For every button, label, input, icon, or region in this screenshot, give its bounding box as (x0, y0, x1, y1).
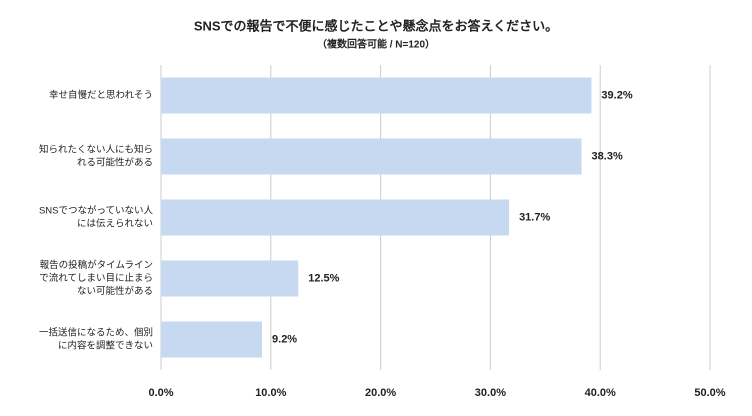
value-label: 31.7% (519, 211, 550, 223)
y-tick-label: SNSでつながっていない人 (39, 205, 154, 217)
x-tick-label: 0.0% (148, 387, 173, 399)
bar (161, 77, 592, 114)
x-tick-label: 30.0% (475, 387, 506, 399)
chart-subtitle: （複数回答可能 / N=120） (317, 38, 435, 51)
bar (161, 138, 582, 175)
bar (161, 321, 263, 358)
y-tick-label: 知られたくない人にも知ら (39, 144, 153, 156)
y-tick-label: 報告の投稿がタイムライン (40, 259, 153, 271)
y-tick-label: で流れてしまい目に止まら (39, 272, 153, 284)
bar (161, 199, 510, 236)
chart-title: SNSでの報告で不便に感じたことや懸念点をお答えください。 (194, 18, 558, 33)
y-tick-label: ない可能性がある (77, 285, 153, 297)
y-tick-label: れる可能性がある (77, 157, 153, 169)
x-tick-label: 10.0% (255, 387, 286, 399)
x-tick-label: 20.0% (365, 387, 396, 399)
value-label: 9.2% (272, 333, 297, 345)
y-tick-label: には伝えられない (77, 219, 153, 230)
y-tick-label: 幸せ自慢だと思われそう (49, 89, 153, 101)
bar (161, 260, 299, 297)
y-tick-label: に内容を調整できない (58, 340, 153, 352)
value-label: 38.3% (592, 150, 623, 162)
x-tick-label: 50.0% (694, 387, 725, 399)
value-label: 39.2% (601, 89, 632, 101)
y-tick-label: 一括送信になるため、個別 (39, 327, 153, 339)
x-tick-label: 40.0% (585, 387, 616, 399)
value-label: 12.5% (308, 272, 339, 284)
